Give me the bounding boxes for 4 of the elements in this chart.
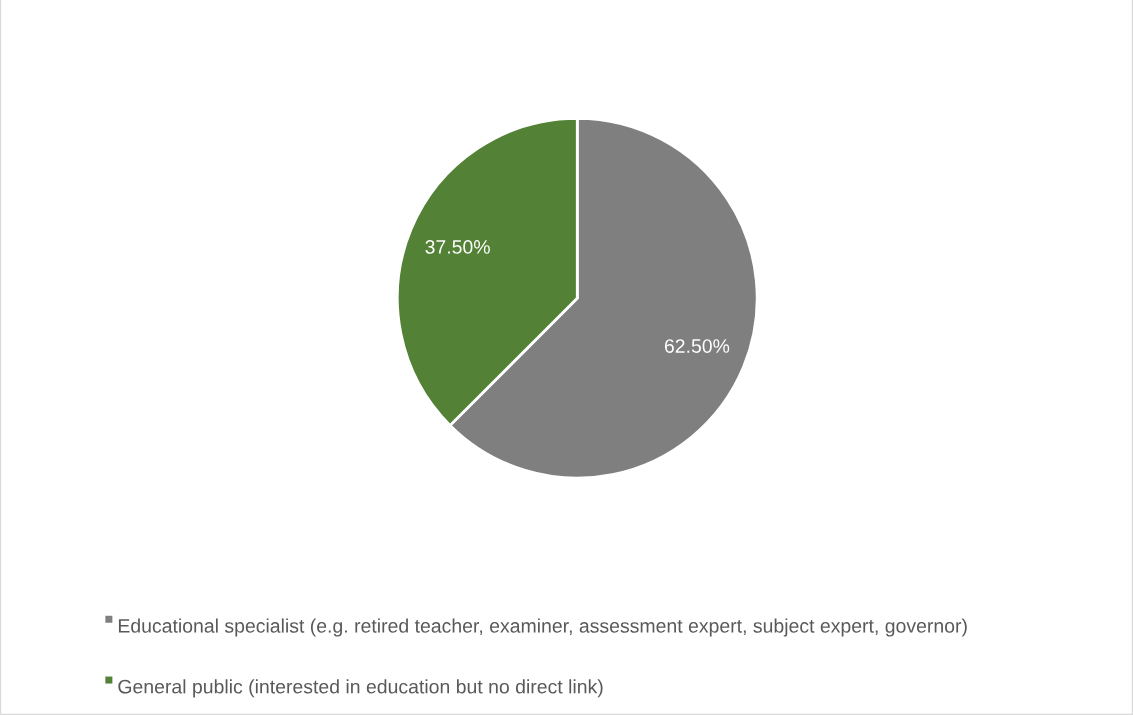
- data-label: 37.50%: [425, 240, 490, 254]
- legend-label: General public (interested in education but no direct link): [118, 679, 603, 698]
- data-label: 62.50%: [664, 339, 730, 353]
- legend-label: Educational specialist (e.g. retired teacher, examiner, assessment expert, subject expert, governor): [118, 618, 967, 637]
